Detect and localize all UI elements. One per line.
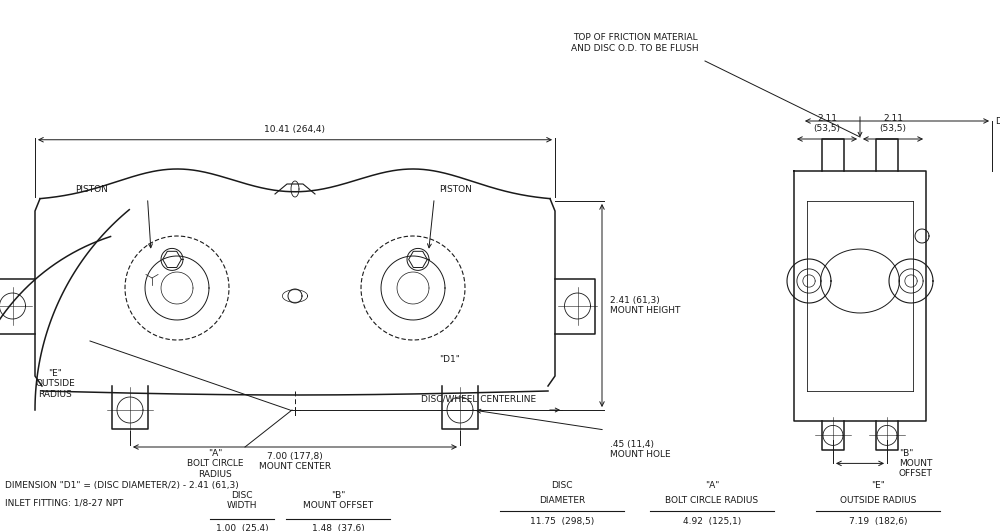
Text: DISC WIDTH: DISC WIDTH — [996, 116, 1000, 125]
Text: "E"
OUTSIDE
RADIUS: "E" OUTSIDE RADIUS — [35, 369, 75, 399]
Text: OUTSIDE RADIUS: OUTSIDE RADIUS — [840, 496, 916, 505]
Text: "B"
MOUNT OFFSET: "B" MOUNT OFFSET — [303, 491, 373, 510]
Text: 1.00  (25,4): 1.00 (25,4) — [216, 524, 268, 531]
Text: "B"
MOUNT
OFFSET: "B" MOUNT OFFSET — [899, 449, 933, 478]
Text: DISC/WHEEL CENTERLINE: DISC/WHEEL CENTERLINE — [421, 395, 536, 404]
Text: "E": "E" — [871, 481, 885, 490]
Text: 4.92  (125,1): 4.92 (125,1) — [683, 517, 741, 526]
Text: DISC
WIDTH: DISC WIDTH — [227, 491, 257, 510]
Text: 7.00 (177,8)
MOUNT CENTER: 7.00 (177,8) MOUNT CENTER — [259, 452, 331, 472]
Text: DIAMETER: DIAMETER — [539, 496, 585, 505]
Text: PISTON: PISTON — [439, 185, 472, 194]
Text: 10.41 (264,4): 10.41 (264,4) — [264, 125, 326, 134]
Text: BOLT CIRCLE RADIUS: BOLT CIRCLE RADIUS — [665, 496, 759, 505]
Text: 2.11
(53,5): 2.11 (53,5) — [814, 114, 840, 133]
Text: INLET FITTING: 1/8-27 NPT: INLET FITTING: 1/8-27 NPT — [5, 498, 123, 507]
Text: DISC: DISC — [551, 481, 573, 490]
Text: TOP OF FRICTION MATERIAL
AND DISC O.D. TO BE FLUSH: TOP OF FRICTION MATERIAL AND DISC O.D. T… — [571, 33, 699, 53]
Text: "A"
BOLT CIRCLE
RADIUS: "A" BOLT CIRCLE RADIUS — [187, 449, 243, 479]
Text: 1.48  (37,6): 1.48 (37,6) — [312, 524, 364, 531]
Text: 2.11
(53,5): 2.11 (53,5) — [880, 114, 906, 133]
Text: 7.19  (182,6): 7.19 (182,6) — [849, 517, 907, 526]
Text: DIMENSION "D1" = (DISC DIAMETER/2) - 2.41 (61,3): DIMENSION "D1" = (DISC DIAMETER/2) - 2.4… — [5, 481, 239, 490]
Text: 11.75  (298,5): 11.75 (298,5) — [530, 517, 594, 526]
Text: PISTON: PISTON — [75, 185, 108, 194]
Text: "D1": "D1" — [440, 355, 460, 364]
Text: .45 (11,4)
MOUNT HOLE: .45 (11,4) MOUNT HOLE — [610, 440, 671, 459]
Text: 2.41 (61,3)
MOUNT HEIGHT: 2.41 (61,3) MOUNT HEIGHT — [610, 296, 680, 315]
Text: "A": "A" — [705, 481, 719, 490]
